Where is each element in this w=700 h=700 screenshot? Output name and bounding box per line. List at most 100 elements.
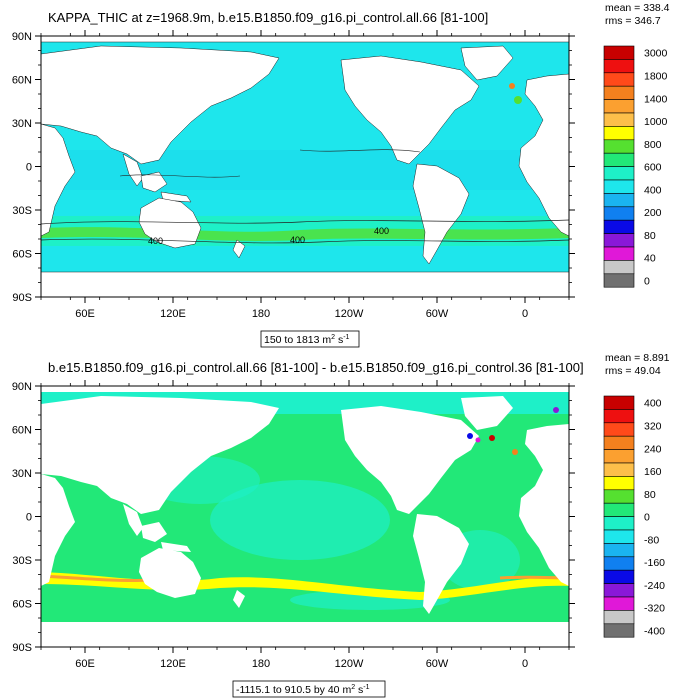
colorbar-label: 1400 [644,93,668,105]
x-tick-label: 120W [335,308,364,320]
panel-title: b.e15.B1850.f09_g16.pi_control.all.66 [8… [48,360,584,375]
colorbar-swatch [603,395,635,410]
x-tick-label: 120W [335,658,364,670]
colorbar-swatch [603,233,635,248]
colorbar-swatch [603,126,635,141]
rms-label: rms = 346.7 [605,15,661,27]
colorbar-label: 200 [644,207,662,219]
colorbar-label: 1000 [644,116,668,128]
y-tick-label: 30N [12,468,32,480]
range-box: 150 to 1813 m2 s-1 [260,330,360,348]
y-tick-label: 30S [12,555,32,567]
y-tick-label: 0 [26,162,32,174]
svg-text:-1115.1 to 910.5 by 40 m2 s-1: -1115.1 to 910.5 by 40 m2 s-1 [236,684,370,696]
colorbar-swatch [603,99,635,114]
mean-label: mean = 8.891 [605,352,670,364]
axes: 90N 60N 30N 0 30S 60S 90S 60E 120E 180 120W 60W 0 [12,380,575,670]
contour-label: 400 [374,226,389,236]
colorbar-label: 40 [644,253,656,265]
colorbar-label: 3000 [644,48,668,60]
panel-bottom: b.e15.B1850.f09_g16.pi_control.all.66 [8… [12,352,670,698]
colorbar-label: 600 [644,162,662,174]
x-tick-label: 180 [252,658,270,670]
mean-label: mean = 338.4 [605,2,670,14]
colorbar-swatch [603,516,635,531]
y-tick-label: 0 [26,512,32,524]
colorbar-label: 240 [644,443,662,455]
range-label: -1115.1 to 910.5 by 40 m [236,684,351,696]
y-tick-label: 90N [12,31,32,43]
colorbar-label: 320 [644,420,662,432]
colorbar-swatch [603,206,635,221]
colorbar-label: -80 [644,534,659,546]
x-tick-label: 0 [522,308,528,320]
x-tick-label: 60E [75,308,95,320]
y-tick-label: 90S [12,642,32,654]
colorbar-swatch [603,219,635,234]
colorbar-label: 160 [644,466,662,478]
colorbar-swatch [603,72,635,87]
x-tick-label: 120E [160,308,186,320]
x-tick-label: 60E [75,658,95,670]
colorbar-label: 80 [644,489,656,501]
y-tick-label: 60N [12,75,32,87]
colorbar-label: 1800 [644,70,668,82]
x-tick-label: 120E [160,658,186,670]
colorbar-label: -240 [644,580,665,592]
y-tick-label: 60S [12,599,32,611]
colorbar-swatch [603,45,635,60]
colorbar-swatch [603,422,635,437]
colorbar-swatch [603,273,635,288]
colorbar-swatch [603,543,635,558]
colorbar-swatch [603,623,635,638]
colorbar-swatch [603,596,635,611]
y-tick-label: 90N [12,381,32,393]
colorbar-swatch [603,85,635,100]
y-tick-label: 60S [12,249,32,261]
colorbar-swatch [603,139,635,154]
colorbar-swatch [603,435,635,450]
colorbar-swatch [603,610,635,625]
colorbar-label: 800 [644,139,662,151]
range-box: -1115.1 to 910.5 by 40 m2 s-1 [232,680,386,698]
colorbar-label: 400 [644,184,662,196]
colorbar-label: -320 [644,603,665,615]
colorbar-swatch [603,502,635,517]
colorbar-swatch [603,449,635,464]
colorbar-label: 400 [644,398,662,410]
x-tick-label: 0 [522,658,528,670]
range-label: 150 to 1813 m [264,334,331,346]
colorbar-swatch [603,260,635,275]
colorbar-label: 0 [644,276,650,288]
colorbar-swatch [603,409,635,424]
colorbar-swatch [603,556,635,571]
panel-top: KAPPA_THIC at z=1968.9m, b.e15.B1850.f09… [12,2,670,348]
contour-label: 400 [148,236,163,246]
colorbar-label: 80 [644,230,656,242]
colorbar-swatch [603,529,635,544]
colorbar-swatch [603,489,635,504]
colorbar-swatch [603,476,635,491]
contour-label: 400 [290,235,305,245]
colorbar-swatch [603,246,635,261]
colorbar-swatch [603,179,635,194]
colorbar-label: -160 [644,557,665,569]
map-field [41,36,569,297]
colorbar-label: 0 [644,512,650,524]
colorbar-swatch [603,583,635,598]
colorbar-swatch [603,569,635,584]
x-tick-label: 180 [252,308,270,320]
colorbar-swatch [603,152,635,167]
colorbar-swatch [603,462,635,477]
rms-label: rms = 49.04 [605,365,661,377]
y-tick-label: 90S [12,292,32,304]
y-tick-label: 30S [12,205,32,217]
colorbar-swatch [603,112,635,127]
x-tick-label: 60W [426,658,449,670]
colorbar-label: -400 [644,626,665,638]
x-tick-label: 60W [426,308,449,320]
y-tick-label: 30N [12,118,32,130]
colorbar: 400 320 240 160 80 0 -80 -160 -240 -320 -400 [603,395,665,638]
